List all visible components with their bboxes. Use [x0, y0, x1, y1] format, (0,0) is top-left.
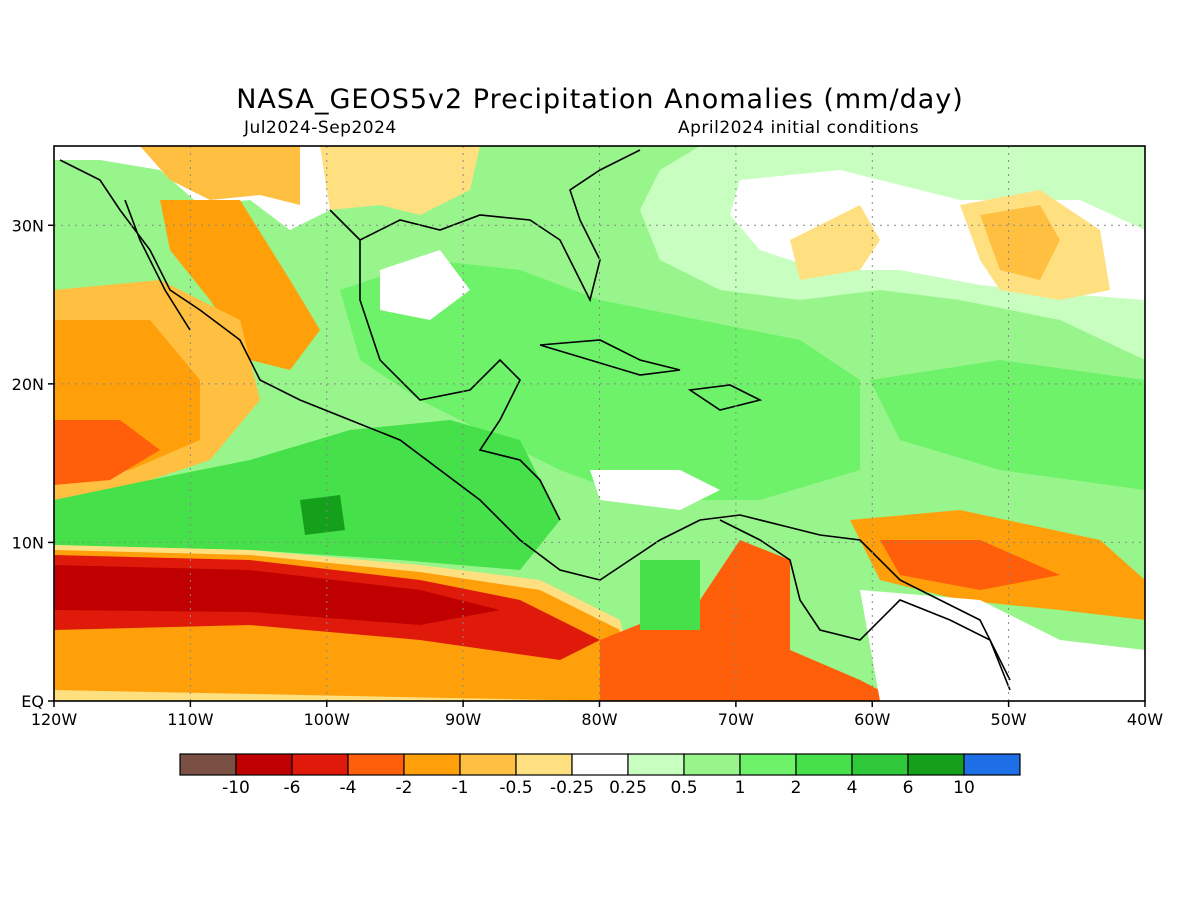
- mexico-gulf-coastline: [329, 209, 561, 521]
- anomaly-region-pacific-dry-strong: [54, 420, 160, 485]
- colorbar: -10 -6 -4 -2 -1 -0.5 -0.25 0.25 0.5 1 2 4 6 10: [179, 753, 1021, 798]
- colorbar-label: -4: [340, 778, 357, 798]
- colorbar-label: -10: [222, 778, 250, 798]
- anomaly-region-atlantic-dry-core: [980, 205, 1060, 280]
- anomaly-region-north-dry-2: [320, 146, 480, 215]
- anomaly-region-atlantic-wet: [870, 360, 1145, 490]
- colorbar-swatch: [963, 753, 1021, 776]
- colorbar-label: 2: [791, 778, 802, 798]
- colorbar-swatch: [459, 753, 517, 776]
- map-plot-area: [54, 146, 1145, 701]
- y-tick-label: 10N: [12, 533, 44, 552]
- colorbar-label: -0.5: [499, 778, 532, 798]
- colorbar-swatch: [347, 753, 405, 776]
- south-america-borders: [719, 519, 1011, 691]
- colorbar-swatch: [515, 753, 573, 776]
- y-tick-label: EQ: [21, 692, 44, 711]
- x-tick-label: 40W: [1127, 710, 1163, 729]
- colorbar-swatch: [851, 753, 909, 776]
- x-tick-label: 50W: [991, 710, 1027, 729]
- colorbar-label: 4: [847, 778, 858, 798]
- coastlines: [59, 149, 1011, 691]
- colorbar-swatch: [907, 753, 965, 776]
- colorbar-label: 0.25: [609, 778, 647, 798]
- hispaniola-coastline: [687, 384, 763, 411]
- anomaly-region-itcz-dry-extreme: [54, 565, 500, 625]
- colorbar-label: -0.25: [550, 778, 594, 798]
- colorbar-swatch: [627, 753, 685, 776]
- anomaly-region-north-dry: [140, 146, 300, 205]
- y-tick-label: 20N: [12, 375, 44, 394]
- anomaly-region-pacific-wet-core: [300, 495, 345, 535]
- x-tick-label: 90W: [445, 710, 481, 729]
- colorbar-swatch: [683, 753, 741, 776]
- colorbar-label: -2: [396, 778, 413, 798]
- colorbar-label: 0.5: [670, 778, 697, 798]
- anomaly-region-colombia-wet: [640, 560, 700, 630]
- anomaly-region-gulf-neutral: [380, 250, 470, 320]
- x-tick-label: 70W: [718, 710, 754, 729]
- cuba-coastline: [539, 339, 681, 376]
- colorbar-swatch: [403, 753, 461, 776]
- anomaly-region-caribbean-neutral: [590, 470, 720, 510]
- anomaly-region-pacific-wet: [54, 420, 560, 570]
- colorbar-label: 6: [903, 778, 914, 798]
- colorbar-swatch: [291, 753, 349, 776]
- x-tick-label: 80W: [581, 710, 617, 729]
- anomaly-region-guiana-dry-core: [880, 540, 1060, 590]
- colorbar-swatch: [739, 753, 797, 776]
- map-gridlines: [54, 146, 1145, 701]
- x-tick-label: 60W: [854, 710, 890, 729]
- initial-conditions-label: April2024 initial conditions: [678, 118, 920, 138]
- anomaly-region-caribbean-wet: [340, 260, 860, 500]
- anomaly-region-south-neutral: [860, 590, 1145, 701]
- baja-coastline: [124, 199, 191, 331]
- colorbar-swatch: [795, 753, 853, 776]
- x-tick-label: 100W: [304, 710, 351, 729]
- colorbar-label: -1: [452, 778, 469, 798]
- anomaly-region-south-america-dry: [600, 540, 900, 701]
- colorbar-swatch: [571, 753, 629, 776]
- colorbar-swatch: [179, 753, 237, 776]
- y-tick-label: 30N: [12, 216, 44, 235]
- anomaly-region-mexico-dry: [160, 200, 320, 370]
- colorbar-label: 10: [953, 778, 975, 798]
- map-axes: 120W 110W 100W 90W 80W 70W 60W 50W 40W EQ 10N 20N 30…: [12, 216, 1164, 729]
- colorbar-label: 1: [735, 778, 746, 798]
- pacific-coastline: [59, 159, 1011, 681]
- map-title: NASA_GEOS5v2 Precipitation Anomalies (mm…: [236, 84, 964, 115]
- x-tick-label: 110W: [167, 710, 214, 729]
- x-tick-label: 120W: [31, 710, 78, 729]
- colorbar-label: -6: [284, 778, 301, 798]
- anomaly-region-atlantic-dry-2: [790, 205, 880, 280]
- forecast-period: Jul2024-Sep2024: [244, 118, 397, 138]
- us-gulf-coastline: [359, 149, 641, 303]
- colorbar-swatch: [235, 753, 293, 776]
